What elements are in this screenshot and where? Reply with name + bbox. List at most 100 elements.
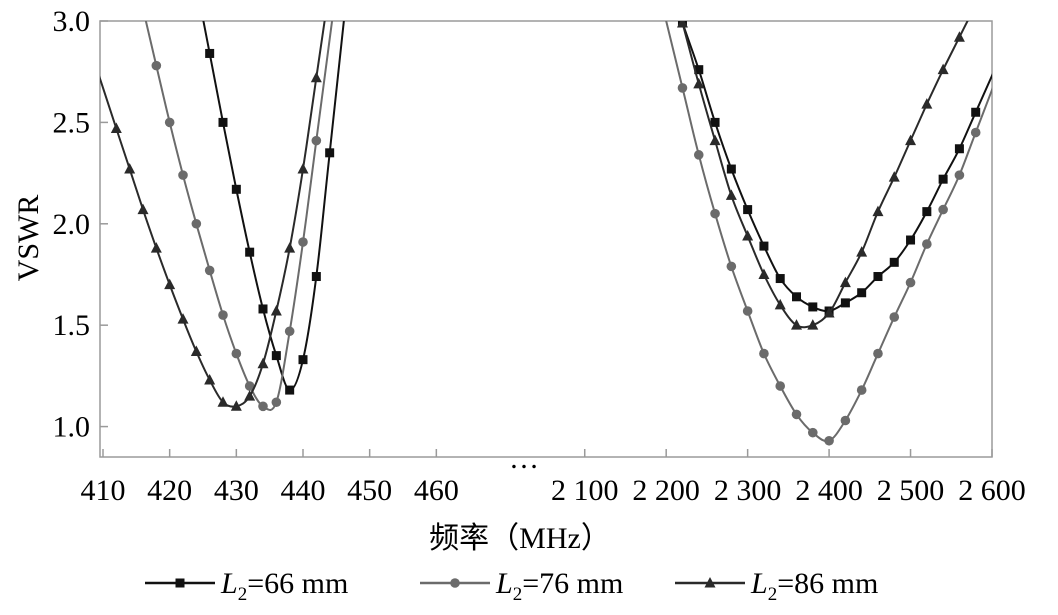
circle-marker <box>311 135 322 146</box>
square-marker <box>205 48 215 58</box>
triangle-marker <box>856 246 868 257</box>
triangle-marker <box>257 357 269 369</box>
circle-marker <box>824 435 834 446</box>
series-line <box>202 21 345 392</box>
circle-marker <box>191 218 202 229</box>
triangle-marker <box>872 205 884 217</box>
triangle-marker <box>284 242 296 253</box>
circle-marker <box>231 348 242 359</box>
circle-marker <box>759 348 769 359</box>
square-marker <box>873 272 883 282</box>
legend-label: L2=66 mm <box>220 567 348 605</box>
circle-marker <box>905 277 916 288</box>
triangle-marker <box>839 276 851 288</box>
x-axis-break: … <box>509 442 539 475</box>
x-axis-title: 频率（MHz） <box>429 522 611 555</box>
series-2 <box>144 21 992 446</box>
square-marker <box>175 578 185 588</box>
legend-item-2: L2=76 mm <box>420 567 623 605</box>
circle-marker <box>151 60 162 71</box>
triangle-marker <box>742 229 754 241</box>
square-marker <box>218 117 228 127</box>
series-line <box>680 21 969 329</box>
square-marker <box>271 351 281 361</box>
circle-marker <box>840 415 851 426</box>
square-marker <box>694 65 704 75</box>
x-tick-label: 410 <box>81 474 126 507</box>
x-tick-label: 2 500 <box>877 474 945 507</box>
square-marker <box>954 144 964 154</box>
circle-marker <box>218 310 228 320</box>
y-axis-title: VSWR <box>12 195 45 282</box>
triangle-marker <box>310 71 322 83</box>
series-line <box>100 21 326 408</box>
circle-marker <box>856 385 867 395</box>
square-marker <box>971 107 981 117</box>
x-tick-label: 2 300 <box>714 474 782 507</box>
circle-marker <box>164 117 175 128</box>
square-marker <box>889 257 899 267</box>
square-marker <box>285 385 295 395</box>
circle-marker <box>677 83 688 93</box>
square-marker <box>258 304 268 314</box>
series-layer <box>100 0 992 446</box>
square-marker <box>759 241 769 251</box>
x-tick-label: 2 100 <box>551 474 619 507</box>
circle-marker <box>693 150 704 160</box>
square-marker <box>298 355 308 365</box>
triangle-marker <box>709 134 721 146</box>
x-tick-label: 440 <box>281 474 326 507</box>
circle-marker <box>889 312 900 322</box>
square-marker <box>938 174 948 184</box>
legend-label: L2=86 mm <box>750 567 878 605</box>
x-tick-label: 420 <box>147 474 192 507</box>
triangle-marker <box>807 319 819 330</box>
square-marker <box>922 207 932 217</box>
triangle-marker <box>676 21 688 28</box>
plot-frame <box>99 20 993 458</box>
y-tick-label: 2.5 <box>53 106 91 139</box>
circle-marker <box>954 170 965 180</box>
triangle-marker <box>177 313 189 324</box>
circle-marker <box>922 239 932 249</box>
x-tick-label: 2 600 <box>958 474 1026 507</box>
square-marker <box>311 272 321 282</box>
legend-label: L2=76 mm <box>495 567 623 605</box>
circle-marker <box>970 127 981 138</box>
circle-marker <box>742 306 753 316</box>
circle-marker <box>775 381 786 391</box>
y-axis-ticks: 1.0 1.5 2.0 2.5 3.0 <box>53 5 108 444</box>
triangle-marker <box>150 242 162 253</box>
circle-marker <box>726 261 737 272</box>
circle-marker <box>873 348 883 359</box>
legend: L2=66 mm L2=76 mm L2=86 mm <box>145 567 878 605</box>
triangle-marker <box>244 390 256 401</box>
triangle-marker <box>217 396 229 407</box>
y-tick-label: 3.0 <box>53 5 91 38</box>
square-marker <box>775 274 785 284</box>
square-marker <box>808 302 818 312</box>
circle-marker <box>284 326 295 337</box>
x-tick-label: 460 <box>414 474 459 507</box>
series-3 <box>100 0 981 411</box>
circle-marker <box>808 427 818 438</box>
series-1 <box>202 21 992 395</box>
square-marker <box>325 148 335 158</box>
triangle-marker <box>204 373 216 385</box>
legend-item-1: L2=66 mm <box>145 567 348 605</box>
circle-marker <box>450 578 460 588</box>
legend-item-3: L2=86 mm <box>675 567 878 605</box>
triangle-marker <box>297 163 309 174</box>
circle-marker <box>710 208 720 219</box>
triangle-marker <box>970 0 981 9</box>
circle-marker <box>258 401 268 412</box>
triangle-marker <box>110 122 122 133</box>
square-marker <box>857 288 867 298</box>
y-tick-label: 1.0 <box>53 411 91 444</box>
triangle-marker <box>774 298 786 310</box>
triangle-marker <box>190 345 202 357</box>
square-marker <box>245 247 255 257</box>
square-marker <box>710 117 720 127</box>
triangle-marker <box>693 77 705 89</box>
circle-marker <box>204 265 215 276</box>
